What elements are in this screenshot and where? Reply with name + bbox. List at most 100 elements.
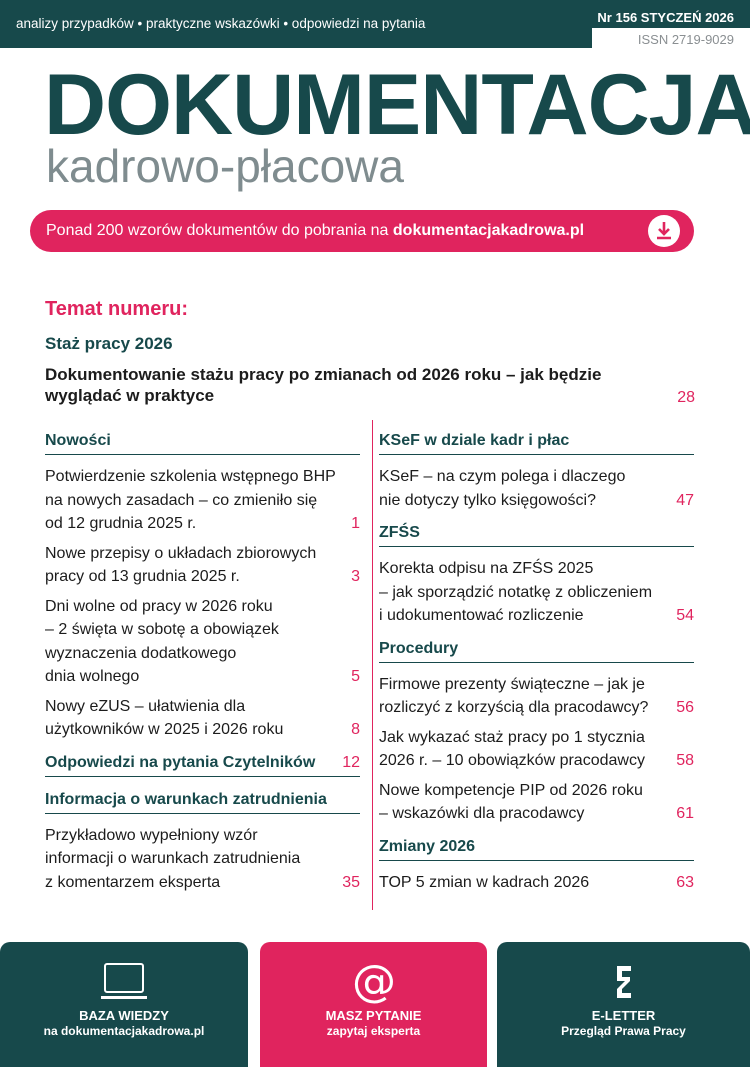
toc-line: od 12 grudnia 2025 r. — [45, 515, 197, 532]
toc-line: 2026 r. – 10 obowiązków pracodawcy — [379, 752, 645, 769]
download-icon[interactable] — [648, 215, 680, 247]
toc-text: Nowy eZUS – ułatwienia dla użytkowników w… — [45, 695, 283, 742]
page-number: 35 — [342, 873, 360, 891]
toc-text: Korekta odpisu na ZFŚS 2025 – jak sporząd… — [379, 557, 652, 628]
section-title: Zmiany 2026 — [379, 837, 476, 855]
footer-title: MASZ PYTANIE — [325, 1008, 422, 1023]
page-number: 3 — [351, 568, 360, 585]
toc-item: Korekta odpisu na ZFŚS 2025 – jak sporząd… — [379, 557, 694, 628]
page-number: 5 — [351, 668, 360, 685]
toc-line: – wskazówki dla pracodawcy — [379, 805, 585, 822]
issn: ISSN 2719-9029 — [637, 32, 734, 47]
toc-text: Jak wykazać staż pracy po 1 stycznia 2026… — [379, 726, 645, 773]
toc-line: wyznaczenia dodatkowego — [45, 644, 237, 662]
section-heading: Informacja o warunkach zatrudnienia — [45, 787, 360, 814]
toc-text: Nowe kompetencje PIP od 2026 roku – wskaz… — [379, 779, 643, 826]
toc-line: Nowe kompetencje PIP od 2026 roku — [379, 781, 643, 799]
toc-line: – 2 święta w sobotę a obowiązek — [45, 621, 279, 638]
toc-line: informacji o warunkach zatrudnienia — [45, 850, 301, 867]
feature-topic: Staż pracy 2026 — [45, 334, 173, 353]
masthead-title: DOKUMENTACJA — [44, 57, 750, 153]
section-title: KSeF w dziale kadr i płac — [379, 432, 570, 449]
feature-label: Temat numeru: — [45, 298, 188, 320]
banner[interactable]: Ponad 200 wzorów dokumentów do pobrania … — [30, 210, 694, 252]
toc-item: Nowy eZUS – ułatwienia dla użytkowników w… — [45, 695, 360, 742]
toc-item: Jak wykazać staż pracy po 1 stycznia 2026… — [379, 726, 694, 773]
banner-text: Ponad 200 wzorów dokumentów do pobrania … — [46, 222, 389, 239]
banner-link[interactable]: dokumentacjakadrowa.pl — [392, 222, 585, 239]
toc-item: Nowe przepisy o układach zbiorowych pracy… — [45, 542, 360, 589]
left-column: Nowości Potwierdzenie szkolenia wstępnego… — [45, 420, 360, 900]
section-heading: ZFŚS — [379, 520, 694, 547]
toc-item: Dni wolne od pracy w 2026 roku – 2 święta… — [45, 595, 360, 689]
column-divider — [372, 420, 373, 910]
footer-box[interactable]: BAZA WIEDZY na dokumentacjakadrowa.pl — [0, 942, 248, 1067]
page-number: 28 — [677, 389, 695, 406]
page-number: 8 — [351, 721, 360, 738]
page-number: 54 — [676, 607, 694, 624]
toc-item: Potwierdzenie szkolenia wstępnego BHP na … — [45, 465, 360, 536]
toc-line: z komentarzem eksperta — [45, 873, 221, 891]
footer-box[interactable]: @ MASZ PYTANIE zapytaj eksperta — [260, 942, 487, 1067]
section-heading: Nowości — [45, 428, 360, 455]
toc-line: Jak wykazać staż pracy po 1 stycznia — [379, 728, 645, 746]
toc-item: Firmowe prezenty świąteczne – jak je rozl… — [379, 673, 694, 720]
toc-line: nie dotyczy tylko księgowości? — [379, 491, 596, 509]
laptop-icon — [101, 963, 147, 999]
section-heading: KSeF w dziale kadr i płac — [379, 428, 694, 455]
toc-text: Nowe przepisy o układach zbiorowych pracy… — [45, 542, 316, 589]
toc-line: Nowy eZUS – ułatwienia dla — [45, 697, 246, 715]
toc-line: użytkowników w 2025 i 2026 roku — [45, 721, 284, 738]
section-heading: Zmiany 2026 — [379, 834, 694, 861]
toc-text: Firmowe prezenty świąteczne – jak je rozl… — [379, 673, 648, 720]
feature-line: Dokumentowanie stażu pracy po zmianach o… — [45, 365, 602, 384]
toc-line: KSeF – na czym polega i dlaczego — [379, 468, 626, 485]
toc-text: TOP 5 zmian w kadrach 2026 — [379, 871, 589, 895]
footer-subtitle: zapytaj eksperta — [326, 1024, 421, 1038]
toc-line: Nowe przepisy o układach zbiorowych — [45, 544, 317, 562]
footer-subtitle: Przegląd Prawa Pracy — [561, 1024, 686, 1038]
toc-item: KSeF – na czym polega i dlaczego nie doty… — [379, 465, 694, 512]
issue-number: Nr 156 STYCZEŃ 2026 — [597, 10, 734, 25]
toc-text: Potwierdzenie szkolenia wstępnego BHP na … — [45, 465, 336, 536]
toc-line: TOP 5 zmian w kadrach 2026 — [379, 873, 590, 891]
section-title: Odpowiedzi na pytania Czytelników — [45, 753, 316, 771]
section-title: Procedury — [379, 639, 459, 657]
feature-line: wyglądać w praktyce — [45, 386, 215, 405]
toc-text: KSeF – na czym polega i dlaczego nie doty… — [379, 465, 625, 512]
masthead-subtitle: kadrowo-płacowa — [46, 140, 404, 192]
toc-item: Nowe kompetencje PIP od 2026 roku – wskaz… — [379, 779, 694, 826]
page-number: 58 — [676, 752, 694, 769]
feature-title: Dokumentowanie stażu pracy po zmianach o… — [45, 364, 695, 406]
section-heading: Odpowiedzi na pytania Czytelników 12 — [45, 750, 360, 777]
footer-box[interactable]: E-LETTER Przegląd Prawa Pracy — [497, 942, 750, 1067]
page-number: 47 — [676, 491, 694, 509]
tagline: analizy przypadków • praktyczne wskazówk… — [16, 16, 426, 31]
footer-title: E-LETTER — [591, 1008, 656, 1023]
toc-line: Firmowe prezenty świąteczne – jak je — [379, 675, 645, 693]
eletter-icon — [616, 966, 631, 998]
toc-text: Dni wolne od pracy w 2026 roku – 2 święta… — [45, 595, 279, 689]
toc-item: Przykładowo wypełniony wzór informacji o … — [45, 824, 360, 895]
toc-item: TOP 5 zmian w kadrach 2026 63 — [379, 871, 694, 895]
toc-text: Przykładowo wypełniony wzór informacji o … — [45, 824, 300, 895]
toc-line: – jak sporządzić notatkę z obliczeniem — [379, 583, 653, 601]
page-number: 1 — [351, 515, 360, 532]
section-title: Nowości — [45, 432, 111, 449]
right-column: KSeF w dziale kadr i płac KSeF – na czym … — [379, 420, 694, 900]
footer-title: BAZA WIEDZY — [79, 1008, 169, 1023]
toc-line: Dni wolne od pracy w 2026 roku — [45, 597, 273, 615]
top-bar — [0, 0, 592, 48]
toc-line: dnia wolnego — [45, 668, 140, 685]
toc-line: Przykładowo wypełniony wzór — [45, 826, 258, 844]
section-heading: Procedury — [379, 636, 694, 663]
toc-line: i udokumentować rozliczenie — [379, 607, 584, 624]
page-number: 63 — [676, 873, 694, 891]
page-number: 56 — [676, 699, 694, 716]
section-title: ZFŚS — [379, 524, 420, 541]
section-title: Informacja o warunkach zatrudnienia — [45, 790, 327, 808]
svg-text:@: @ — [352, 960, 396, 1004]
toc-line: rozliczyć z korzyścią dla pracodawcy? — [379, 699, 649, 716]
toc-line: pracy od 13 grudnia 2025 r. — [45, 568, 240, 585]
